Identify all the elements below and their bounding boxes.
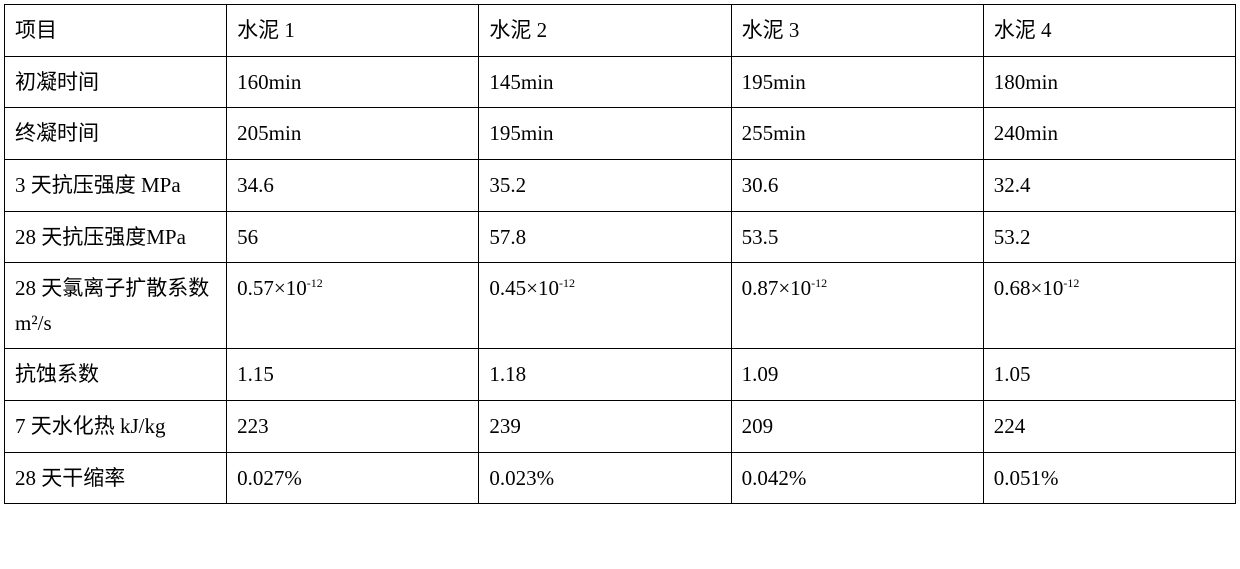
row-value: 1.18 [479,349,731,401]
row-label: 28 天氯离子扩散系数 m²/s [5,263,227,349]
row-value: 0.023% [479,452,731,504]
row-value: 0.57×10-12 [227,263,479,349]
header-cell-cement3: 水泥 3 [731,5,983,57]
row-value: 180min [983,56,1235,108]
table-row: 终凝时间 205min 195min 255min 240min [5,108,1236,160]
row-value: 0.027% [227,452,479,504]
row-value: 57.8 [479,211,731,263]
row-value: 160min [227,56,479,108]
table-row: 初凝时间 160min 145min 195min 180min [5,56,1236,108]
table-row: 28 天抗压强度MPa 56 57.8 53.5 53.2 [5,211,1236,263]
row-value: 32.4 [983,159,1235,211]
row-label: 3 天抗压强度 MPa [5,159,227,211]
row-label: 7 天水化热 kJ/kg [5,401,227,453]
row-label: 终凝时间 [5,108,227,160]
row-value: 56 [227,211,479,263]
row-value: 0.45×10-12 [479,263,731,349]
table-header-row: 项目 水泥 1 水泥 2 水泥 3 水泥 4 [5,5,1236,57]
row-value: 35.2 [479,159,731,211]
row-value: 195min [731,56,983,108]
header-cell-cement1: 水泥 1 [227,5,479,57]
row-value: 1.05 [983,349,1235,401]
row-label: 28 天抗压强度MPa [5,211,227,263]
row-value: 53.5 [731,211,983,263]
header-cell-project: 项目 [5,5,227,57]
row-value: 209 [731,401,983,453]
table-row: 3 天抗压强度 MPa 34.6 35.2 30.6 32.4 [5,159,1236,211]
row-label: 抗蚀系数 [5,349,227,401]
row-value: 255min [731,108,983,160]
header-cell-cement4: 水泥 4 [983,5,1235,57]
row-value: 0.87×10-12 [731,263,983,349]
row-value: 34.6 [227,159,479,211]
row-value: 0.042% [731,452,983,504]
row-label: 初凝时间 [5,56,227,108]
row-value: 145min [479,56,731,108]
row-value: 1.09 [731,349,983,401]
row-label: 28 天干缩率 [5,452,227,504]
row-value: 0.051% [983,452,1235,504]
row-value: 1.15 [227,349,479,401]
table-row: 28 天氯离子扩散系数 m²/s 0.57×10-12 0.45×10-12 0… [5,263,1236,349]
table-row: 抗蚀系数 1.15 1.18 1.09 1.05 [5,349,1236,401]
row-value: 195min [479,108,731,160]
row-value: 240min [983,108,1235,160]
cement-properties-table: 项目 水泥 1 水泥 2 水泥 3 水泥 4 初凝时间 160min 145mi… [4,4,1236,504]
row-value: 224 [983,401,1235,453]
header-cell-cement2: 水泥 2 [479,5,731,57]
row-value: 223 [227,401,479,453]
row-value: 239 [479,401,731,453]
table-row: 7 天水化热 kJ/kg 223 239 209 224 [5,401,1236,453]
row-value: 53.2 [983,211,1235,263]
row-value: 30.6 [731,159,983,211]
row-value: 0.68×10-12 [983,263,1235,349]
table-row: 28 天干缩率 0.027% 0.023% 0.042% 0.051% [5,452,1236,504]
row-value: 205min [227,108,479,160]
